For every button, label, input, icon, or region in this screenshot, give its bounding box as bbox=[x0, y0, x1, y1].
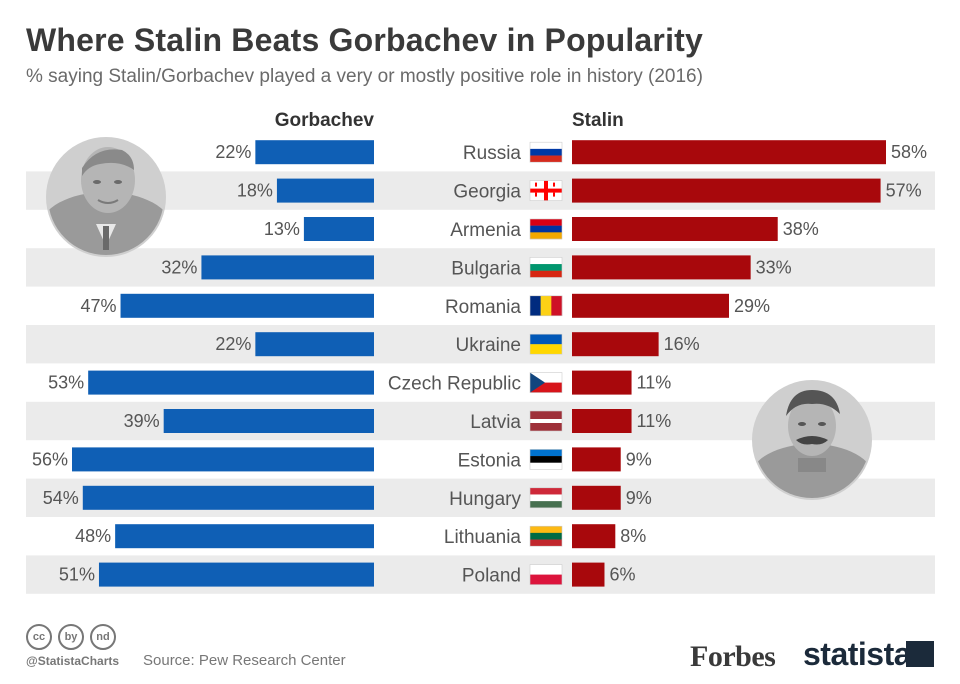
flag-ukraine-icon bbox=[529, 333, 563, 355]
category-label-russia: Russia bbox=[463, 143, 522, 164]
label-gorbachev-russia: 22% bbox=[215, 142, 251, 162]
statista-handle: @StatistaCharts bbox=[26, 654, 120, 668]
category-label-estonia: Estonia bbox=[458, 450, 522, 471]
flag-lithuania-icon bbox=[529, 525, 563, 547]
row-stripes bbox=[26, 171, 935, 594]
bar-stalin-poland bbox=[572, 562, 605, 587]
gorbachev-portrait-icon bbox=[46, 137, 166, 257]
series-header-stalin: Stalin bbox=[572, 110, 624, 131]
bar-gorbachev-latvia bbox=[163, 409, 374, 433]
label-stalin-czech-republic: 11% bbox=[637, 373, 672, 393]
bar-gorbachev-georgia bbox=[276, 178, 374, 203]
label-gorbachev-bulgaria: 32% bbox=[161, 257, 197, 277]
series-header-gorbachev: Gorbachev bbox=[275, 110, 375, 131]
bar-stalin-bulgaria bbox=[572, 255, 751, 280]
label-stalin-hungary: 9% bbox=[626, 488, 652, 508]
flag-estonia-icon bbox=[529, 449, 563, 470]
bar-stalin-lithuania bbox=[572, 524, 616, 549]
bar-stalin-hungary bbox=[572, 485, 621, 510]
category-label-lithuania: Lithuania bbox=[444, 527, 522, 548]
flag-poland-icon bbox=[529, 564, 563, 585]
label-gorbachev-lithuania: 48% bbox=[75, 526, 111, 546]
statista-logo: statista bbox=[803, 636, 912, 672]
label-gorbachev-latvia: 39% bbox=[124, 411, 160, 431]
label-stalin-bulgaria: 33% bbox=[756, 257, 792, 277]
bar-gorbachev-poland bbox=[98, 562, 374, 587]
label-stalin-georgia: 57% bbox=[886, 181, 922, 201]
row-stripe-ukraine bbox=[26, 325, 935, 364]
bar-stalin-estonia bbox=[572, 447, 621, 472]
label-gorbachev-estonia: 56% bbox=[32, 449, 68, 469]
bar-gorbachev-romania bbox=[120, 293, 375, 318]
category-label-georgia: Georgia bbox=[453, 182, 521, 203]
bar-stalin-latvia bbox=[572, 409, 632, 433]
bar-gorbachev-czech-republic bbox=[88, 370, 374, 395]
label-stalin-poland: 6% bbox=[609, 565, 635, 585]
flag-bulgaria-icon bbox=[529, 257, 563, 278]
bar-gorbachev-estonia bbox=[72, 447, 374, 472]
bar-gorbachev-hungary bbox=[82, 485, 375, 510]
diverging-bar-chart: Gorbachev Stalin 22% 58%Russ bbox=[26, 110, 935, 594]
labels: 22% 58% Russia 18% 57% Georgia 13% 38% Armenia 32… bbox=[32, 142, 927, 586]
no-derivatives-icon: nd bbox=[90, 624, 116, 650]
flag-hungary-icon bbox=[529, 487, 563, 509]
label-stalin-russia: 58% bbox=[891, 142, 927, 162]
flag-georgia-icon bbox=[529, 180, 563, 201]
chart-title: Where Stalin Beats Gorbachev in Populari… bbox=[26, 22, 704, 58]
statista-logo-mark-icon bbox=[906, 641, 934, 667]
flag-latvia-icon bbox=[529, 410, 563, 432]
label-gorbachev-armenia: 13% bbox=[264, 219, 300, 239]
bars bbox=[72, 140, 886, 587]
label-stalin-romania: 29% bbox=[734, 296, 770, 316]
bar-gorbachev-bulgaria bbox=[201, 255, 374, 280]
bar-gorbachev-ukraine bbox=[255, 332, 374, 357]
category-label-czech-republic: Czech Republic bbox=[388, 374, 521, 395]
flag-czech-republic-icon bbox=[529, 372, 563, 393]
label-gorbachev-georgia: 18% bbox=[237, 181, 273, 201]
category-label-bulgaria: Bulgaria bbox=[451, 258, 521, 279]
chart-subtitle: % saying Stalin/Gorbachev played a very … bbox=[26, 66, 703, 87]
label-gorbachev-romania: 47% bbox=[81, 296, 117, 316]
label-stalin-ukraine: 16% bbox=[664, 334, 700, 354]
category-label-latvia: Latvia bbox=[470, 412, 521, 433]
category-label-poland: Poland bbox=[462, 566, 521, 587]
bar-gorbachev-armenia bbox=[303, 217, 374, 241]
bar-stalin-russia bbox=[572, 140, 886, 165]
bar-stalin-romania bbox=[572, 293, 729, 318]
license-icons: cc by nd bbox=[26, 624, 116, 650]
bar-stalin-armenia bbox=[572, 217, 778, 241]
bar-stalin-georgia bbox=[572, 178, 881, 203]
label-stalin-latvia: 11% bbox=[637, 411, 672, 431]
label-stalin-estonia: 9% bbox=[626, 449, 652, 469]
flag-russia-icon bbox=[529, 141, 563, 163]
label-gorbachev-czech-republic: 53% bbox=[48, 373, 84, 393]
bar-stalin-ukraine bbox=[572, 332, 659, 357]
cc-license-icon: cc bbox=[26, 624, 52, 650]
bar-stalin-czech-republic bbox=[572, 370, 632, 395]
flag-romania-icon bbox=[529, 295, 563, 317]
label-gorbachev-hungary: 54% bbox=[43, 488, 79, 508]
flag-armenia-icon bbox=[529, 218, 563, 240]
label-gorbachev-ukraine: 22% bbox=[215, 334, 251, 354]
label-stalin-lithuania: 8% bbox=[620, 526, 646, 546]
bar-gorbachev-russia bbox=[255, 140, 374, 165]
category-label-ukraine: Ukraine bbox=[456, 335, 521, 356]
label-stalin-armenia: 38% bbox=[783, 219, 819, 239]
source-note: Source: Pew Research Center bbox=[143, 652, 346, 669]
flags bbox=[529, 141, 563, 585]
attribution-icon: by bbox=[58, 624, 84, 650]
label-gorbachev-poland: 51% bbox=[59, 565, 95, 585]
forbes-logo: Forbes bbox=[690, 640, 776, 673]
category-label-armenia: Armenia bbox=[450, 220, 521, 241]
category-label-hungary: Hungary bbox=[449, 489, 521, 510]
row-stripe-bulgaria bbox=[26, 248, 935, 287]
category-label-romania: Romania bbox=[445, 297, 521, 318]
bar-gorbachev-lithuania bbox=[115, 524, 375, 549]
